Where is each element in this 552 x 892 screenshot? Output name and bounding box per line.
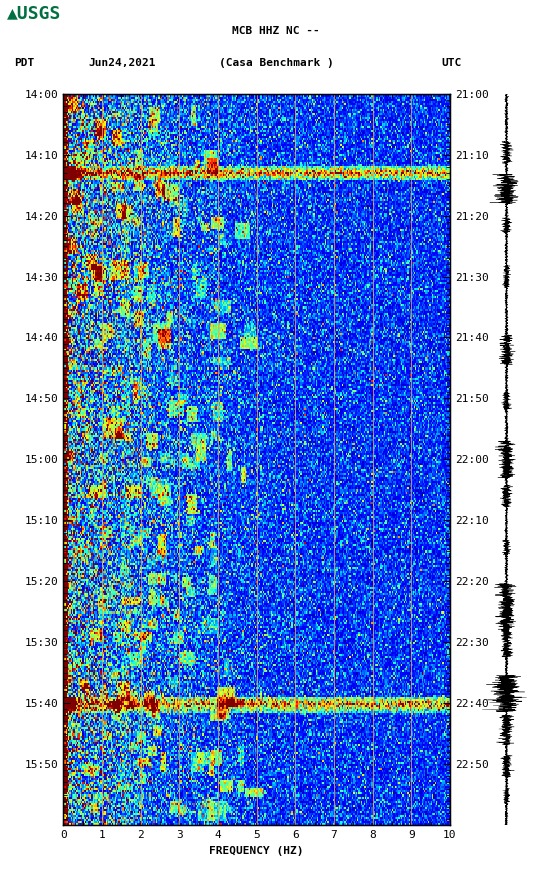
Text: Jun24,2021: Jun24,2021 bbox=[88, 58, 156, 68]
Text: UTC: UTC bbox=[442, 58, 462, 68]
Text: ▲USGS: ▲USGS bbox=[7, 4, 61, 22]
Text: PDT: PDT bbox=[14, 58, 34, 68]
Text: (Casa Benchmark ): (Casa Benchmark ) bbox=[219, 58, 333, 68]
Text: MCB HHZ NC --: MCB HHZ NC -- bbox=[232, 26, 320, 37]
X-axis label: FREQUENCY (HZ): FREQUENCY (HZ) bbox=[209, 846, 304, 855]
